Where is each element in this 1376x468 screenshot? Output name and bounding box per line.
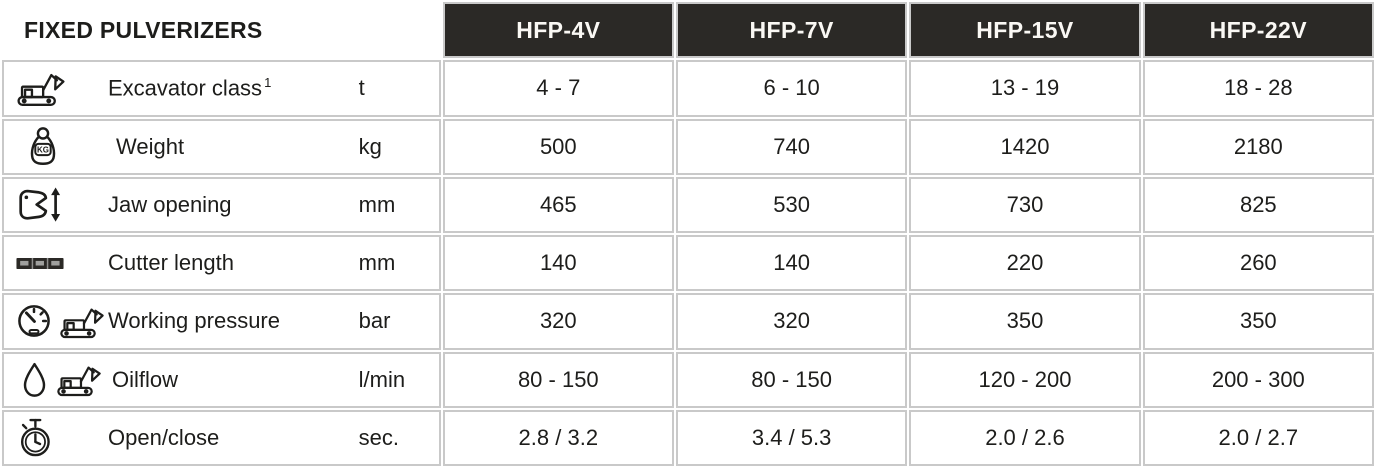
pressure-gauge-icon [18,305,50,338]
svg-text:KG: KG [37,145,49,154]
row-label-cell: Excavator class 1 t [2,60,441,117]
value-cell: 320 [675,293,908,350]
row-label-cell: Working pressure bar [2,293,441,350]
column-header-hfp-22v: HFP-22V [1142,2,1374,59]
row-unit: bar [358,308,391,334]
value-cell: 220 [909,235,1141,292]
row-label-cell: Cutter length mm [2,235,441,292]
value-cell: 18 - 28 [1142,60,1374,117]
spec-row-oilflow: Oilflow l/min 80 - 150 80 - 150 120 - 20… [2,351,1374,408]
spec-row-cutter-length: Cutter length mm 140 140 220 260 [2,235,1374,292]
row-unit: l/min [358,366,406,392]
column-header-hfp-4v: HFP-4V [442,2,674,59]
spec-row-jaw-opening: Jaw opening mm 465 530 730 825 [2,176,1374,233]
value-cell: 2.0 / 2.6 [909,409,1141,466]
row-label: Excavator class 1 [108,75,272,101]
value-cell: 80 - 150 [675,351,908,408]
row-label: Weight [116,133,185,159]
value-cell: 260 [1142,235,1374,292]
row-unit: t [358,75,365,101]
table-title: FIXED PULVERIZERS [2,2,441,59]
value-cell: 4 - 7 [442,60,674,117]
value-cell: 730 [909,176,1141,233]
value-cell: 2180 [1142,118,1374,175]
value-cell: 1420 [909,118,1141,175]
value-cell: 140 [675,235,908,292]
value-cell: 530 [675,176,908,233]
spec-row-weight: KG Weight kg 500 740 1420 2180 [2,118,1374,175]
row-unit: mm [358,191,396,217]
value-cell: 500 [442,118,674,175]
value-cell: 80 - 150 [442,351,674,408]
value-cell: 2.0 / 2.7 [1142,409,1374,466]
excavator-icon [60,308,104,338]
footnote-marker: 1 [264,75,272,91]
value-cell: 6 - 10 [675,60,908,117]
row-unit: mm [358,250,396,276]
oil-drop-icon [23,362,46,397]
spec-row-excavator-class: Excavator class 1 t 4 - 7 6 - 10 13 - 19 … [2,60,1374,117]
value-cell: 465 [442,176,674,233]
row-label: Open/close [108,424,220,450]
row-label: Oilflow [112,366,179,392]
spec-row-working-pressure: Working pressure bar 320 320 350 350 [2,293,1374,350]
row-label-cell: Open/close sec. [2,409,441,466]
row-label-cell: Jaw opening mm [2,176,441,233]
row-unit: sec. [358,424,399,450]
row-label-cell: Oilflow l/min [2,351,441,408]
value-cell: 200 - 300 [1142,351,1374,408]
spec-row-open-close: Open/close sec. 2.8 / 3.2 3.4 / 5.3 2.0 … [2,409,1374,466]
jaw-opening-arrow-icon [19,187,61,222]
value-cell: 740 [675,118,908,175]
value-cell: 140 [442,235,674,292]
value-cell: 13 - 19 [909,60,1141,117]
column-header-hfp-15v: HFP-15V [909,2,1141,59]
row-label-cell: KG Weight kg [2,118,441,175]
row-label: Working pressure [108,308,280,334]
kettlebell-kg-icon: KG [30,126,56,165]
value-cell: 350 [909,293,1141,350]
row-label: Cutter length [108,250,234,276]
value-cell: 2.8 / 3.2 [442,409,674,466]
value-cell: 3.4 / 5.3 [675,409,908,466]
excavator-icon [17,74,65,107]
value-cell: 320 [442,293,674,350]
value-cell: 350 [1142,293,1374,350]
header-row: FIXED PULVERIZERS HFP-4V HFP-7V HFP-15V … [2,2,1374,59]
column-header-hfp-7v: HFP-7V [675,2,908,59]
row-unit: kg [358,133,382,159]
row-label: Jaw opening [108,191,232,217]
excavator-icon [57,366,101,397]
value-cell: 120 - 200 [909,351,1141,408]
stopwatch-icon [20,419,50,457]
cutter-blade-icon [16,257,64,269]
value-cell: 825 [1142,176,1374,233]
